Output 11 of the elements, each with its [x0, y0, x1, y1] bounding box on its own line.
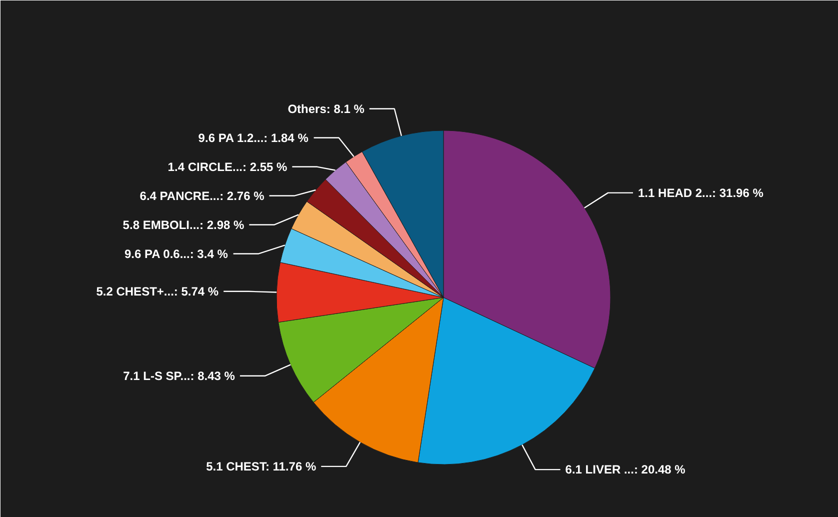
slice-label: 5.2 CHEST+...: 5.74 % — [96, 284, 219, 298]
slice-label: 1.4 CIRCLE...: 2.55 % — [168, 160, 288, 174]
slice-label: 6.4 PANCRE...: 2.76 % — [140, 188, 265, 203]
slice-label: 7.1 L-S SP...: 8.43 % — [123, 368, 236, 383]
slice-label: 9.6 PA 1.2...: 1.84 % — [198, 130, 309, 145]
slice-label: Others: 8.1 % — [288, 102, 365, 116]
slice-label: 5.8 EMBOLI...: 2.98 % — [122, 218, 245, 232]
slice-label: 6.1 LIVER ...: 20.48 % — [565, 462, 686, 477]
slice-label: 9.6 PA 0.6...: 3.4 % — [124, 246, 228, 261]
slice-label: 1.1 HEAD 2...: 31.96 % — [638, 186, 764, 200]
slice-label: 5.1 CHEST: 11.76 % — [206, 459, 316, 474]
